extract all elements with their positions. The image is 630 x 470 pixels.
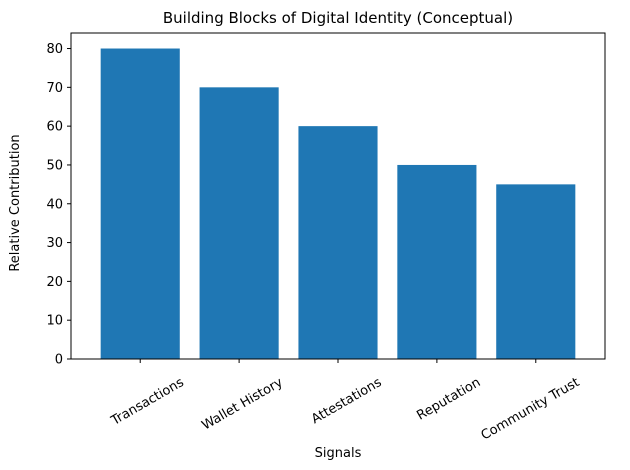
y-tick-label: 30 xyxy=(46,236,63,251)
bar-transactions xyxy=(100,48,180,360)
bar-wallet-history xyxy=(199,87,279,359)
y-tick-label: 20 xyxy=(46,275,63,290)
y-tick-label: 10 xyxy=(46,314,63,329)
x-tick-label: Transactions xyxy=(108,375,187,429)
x-tick-label: Reputation xyxy=(414,375,483,423)
y-tick-label: 0 xyxy=(55,353,63,368)
x-tick-label: Attestations xyxy=(309,375,385,427)
x-axis-title: Signals xyxy=(315,446,362,461)
bar-reputation xyxy=(397,164,477,359)
y-tick-label: 40 xyxy=(46,197,63,212)
y-tick-label: 70 xyxy=(46,81,63,96)
bar-community-trust xyxy=(496,184,576,359)
plot-frame xyxy=(70,32,606,360)
y-tick-label: 60 xyxy=(46,120,63,135)
y-axis-title: Relative Contribution xyxy=(8,134,23,271)
bar-attestations xyxy=(298,126,378,359)
bars-group xyxy=(100,48,576,360)
chart-title: Building Blocks of Digital Identity (Con… xyxy=(163,9,513,27)
x-tick-label: Community Trust xyxy=(479,375,583,443)
x-axis-ticks: Transactions Wallet History Attestations Re… xyxy=(108,359,582,444)
y-tick-label: 50 xyxy=(46,158,63,173)
x-tick-label: Wallet History xyxy=(199,375,285,433)
y-tick-label: 80 xyxy=(46,42,63,57)
y-axis-ticks: 0 10 20 30 40 50 60 70 80 xyxy=(46,42,71,368)
